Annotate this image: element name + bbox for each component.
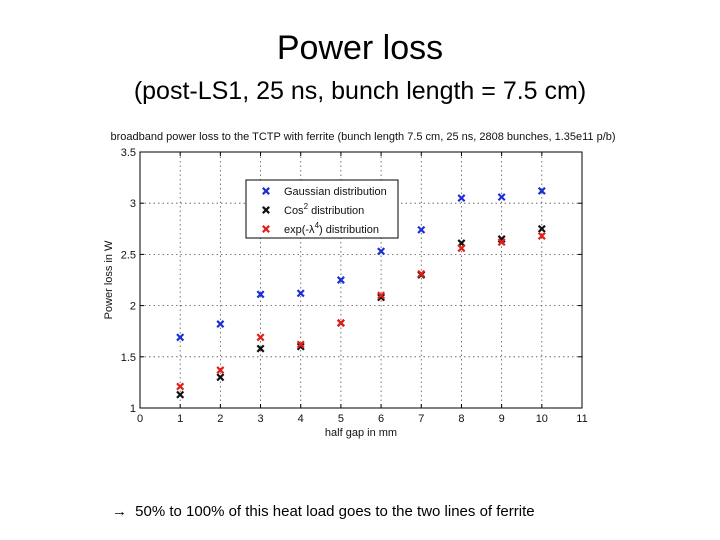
x-tick-label: 8 (458, 413, 464, 425)
arrow-right-icon: → (112, 503, 127, 520)
footnote-text: 50% to 100% of this heat load goes to th… (135, 503, 535, 520)
data-point (176, 382, 185, 391)
data-point (296, 340, 305, 349)
x-tick-label: 6 (378, 413, 384, 425)
x-tick-label: 7 (418, 413, 424, 425)
slide-subtitle: (post-LS1, 25 ns, bunch length = 7.5 cm) (133, 77, 587, 105)
data-point (256, 290, 265, 299)
legend-label: exp(-λ4) distribution (284, 221, 379, 236)
data-point (497, 238, 506, 247)
legend-marker (262, 206, 270, 214)
data-point (336, 319, 345, 327)
data-point (216, 320, 225, 329)
data-point (417, 225, 426, 234)
data-point (537, 231, 546, 240)
x-tick-label: 11 (576, 413, 587, 425)
x-tick-label: 1 (177, 413, 183, 425)
data-point (377, 293, 386, 302)
y-tick-label: 2 (130, 301, 136, 313)
y-tick-label: 1 (130, 403, 136, 415)
data-point (296, 289, 305, 298)
y-tick-label: 3.5 (121, 147, 136, 159)
data-points (176, 186, 546, 399)
legend-marker (262, 225, 270, 233)
data-point (417, 269, 426, 278)
x-tick-label: 4 (298, 413, 304, 425)
data-point (457, 244, 466, 253)
data-point (537, 224, 546, 233)
legend-marker (262, 187, 270, 195)
legend-label: Cos2 distribution (284, 202, 364, 217)
data-point (377, 247, 386, 256)
legend-box (245, 179, 399, 239)
data-point (296, 342, 305, 351)
data-point (457, 194, 466, 203)
x-tick-label: 10 (536, 413, 548, 425)
data-point (176, 390, 185, 399)
data-point (256, 344, 265, 353)
x-tick-label: 0 (137, 413, 143, 425)
data-point (336, 276, 345, 284)
data-point (537, 186, 546, 195)
data-point (377, 291, 386, 300)
chart-title: broadband power loss to the TCTP with fe… (110, 131, 615, 143)
data-point (497, 193, 506, 202)
data-point (216, 373, 225, 382)
y-axis-label: Power loss in W (103, 240, 115, 319)
x-tick-label: 2 (217, 413, 223, 425)
chart-legend: Gaussian distribution Cos2 distribution ex… (245, 179, 399, 239)
x-tick-label: 5 (338, 413, 344, 425)
data-point (176, 333, 185, 342)
y-tick-label: 3 (130, 198, 136, 210)
plot-area (139, 151, 583, 409)
legend-label: Gaussian distribution (284, 186, 387, 198)
data-point (216, 366, 225, 375)
x-axis-label: half gap in mm (325, 427, 397, 439)
x-tick-label: 3 (257, 413, 263, 425)
slide-title: Power loss (276, 29, 444, 67)
footnote: → 50% to 100% of this heat load goes to … (112, 502, 535, 522)
y-tick-label: 2.5 (121, 249, 136, 261)
data-point (256, 333, 265, 342)
x-tick-label: 9 (499, 413, 505, 425)
y-tick-label: 1.5 (121, 352, 136, 364)
